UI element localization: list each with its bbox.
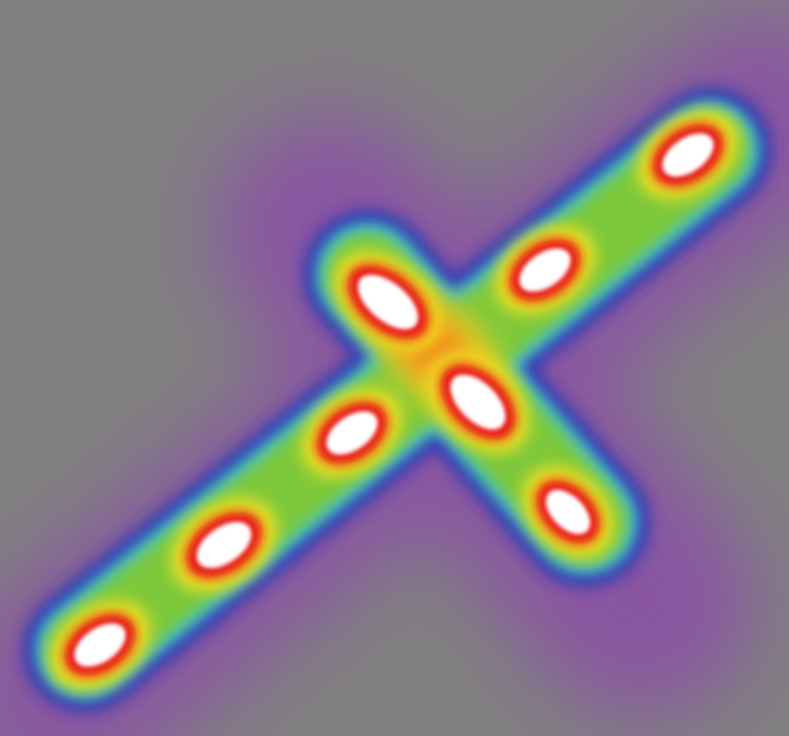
luminaire (637, 110, 739, 200)
luminaire (494, 225, 596, 315)
luminaire (171, 498, 277, 592)
luminaire (49, 600, 151, 690)
luminaires (49, 110, 739, 690)
luminaire (522, 466, 614, 558)
luminaire (333, 251, 443, 353)
luminaire (427, 351, 529, 453)
luminaire (301, 388, 403, 478)
